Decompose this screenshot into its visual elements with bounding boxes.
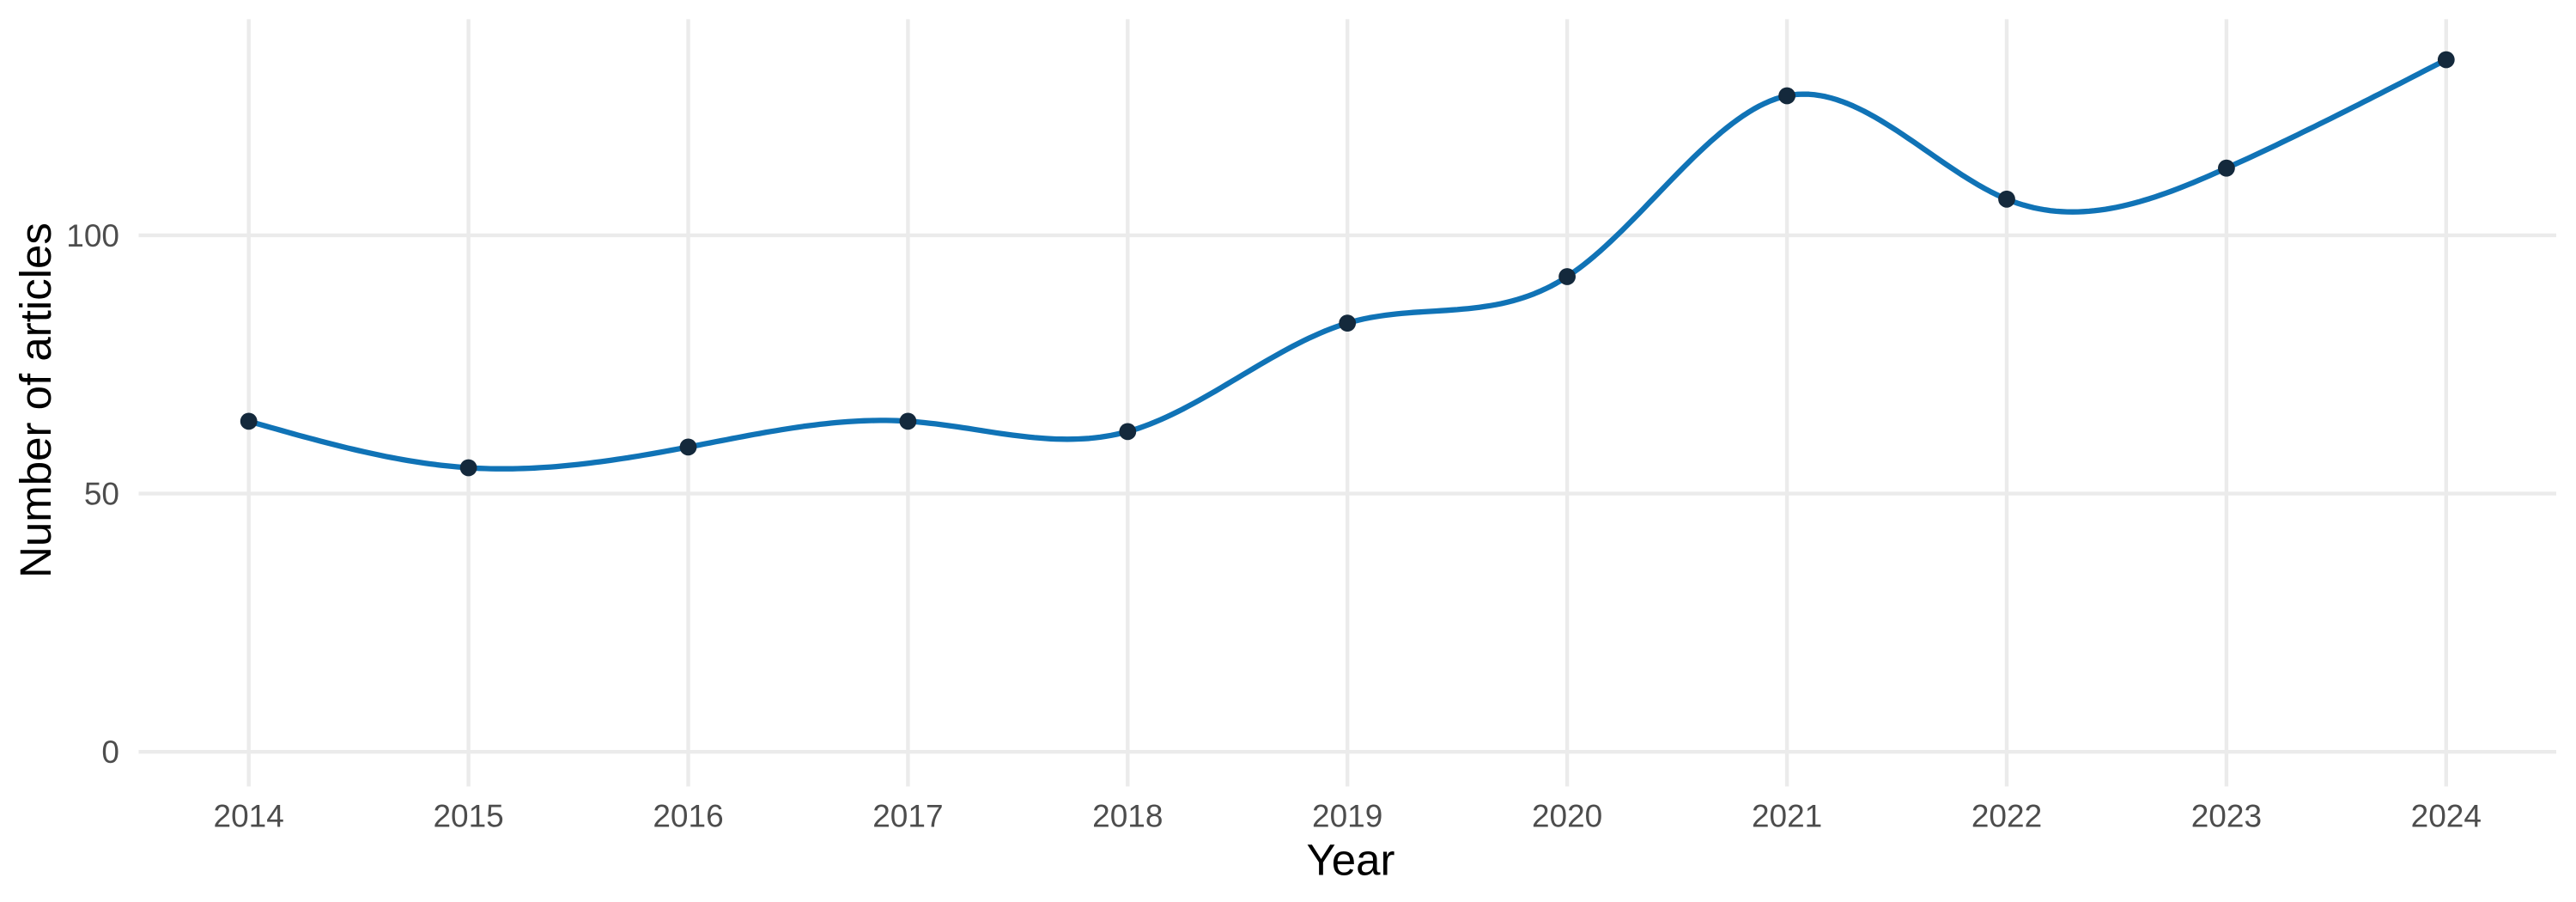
svg-text:2022: 2022 [1971,799,2042,834]
svg-text:2015: 2015 [433,799,503,834]
svg-text:2023: 2023 [2191,799,2262,834]
svg-text:50: 50 [84,477,119,512]
svg-text:Year: Year [1306,836,1394,885]
svg-text:2024: 2024 [2411,799,2482,834]
svg-text:2021: 2021 [1752,799,1822,834]
svg-text:Number of articles: Number of articles [11,222,60,578]
svg-text:2014: 2014 [214,799,284,834]
svg-text:2016: 2016 [653,799,723,834]
svg-text:2018: 2018 [1092,799,1163,834]
svg-text:2017: 2017 [872,799,943,834]
svg-text:100: 100 [66,218,119,253]
svg-text:2019: 2019 [1312,799,1382,834]
svg-text:2020: 2020 [1532,799,1602,834]
svg-text:0: 0 [101,734,119,770]
